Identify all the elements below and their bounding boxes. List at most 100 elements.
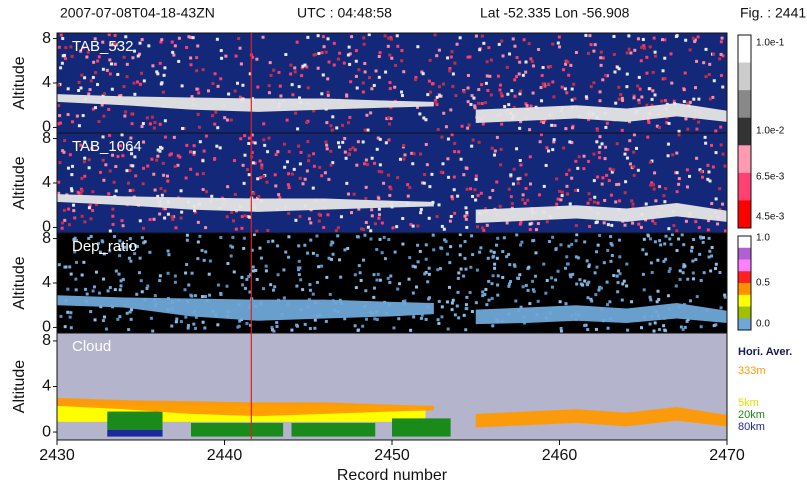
speckle bbox=[398, 157, 402, 161]
speckle bbox=[585, 259, 589, 263]
speckle bbox=[135, 80, 139, 84]
speckle bbox=[345, 181, 349, 185]
speckle bbox=[473, 106, 477, 110]
speckle bbox=[675, 229, 679, 233]
speckle bbox=[348, 115, 352, 119]
speckle bbox=[707, 170, 711, 174]
speckle bbox=[471, 194, 475, 198]
speckle bbox=[661, 77, 665, 81]
colorbar-swatch bbox=[738, 247, 751, 260]
speckle bbox=[652, 187, 656, 191]
x-tick-label: 2470 bbox=[709, 447, 745, 464]
speckle bbox=[189, 150, 193, 154]
speckle bbox=[641, 248, 645, 252]
speckle bbox=[320, 92, 324, 96]
speckle bbox=[649, 183, 653, 187]
speckle bbox=[632, 96, 636, 100]
speckle bbox=[158, 122, 162, 126]
speckle bbox=[241, 283, 245, 287]
speckle bbox=[720, 36, 724, 40]
speckle bbox=[605, 173, 609, 177]
speckle bbox=[437, 85, 441, 89]
speckle bbox=[599, 286, 603, 290]
speckle bbox=[466, 55, 470, 59]
speckle bbox=[721, 54, 725, 58]
speckle bbox=[173, 44, 177, 48]
y-tick-label: 8 bbox=[42, 230, 51, 247]
speckle bbox=[468, 55, 472, 59]
speckle bbox=[208, 259, 212, 263]
speckle bbox=[458, 244, 462, 248]
speckle bbox=[440, 135, 444, 139]
speckle bbox=[189, 167, 193, 171]
speckle bbox=[520, 240, 524, 244]
speckle bbox=[327, 256, 331, 260]
speckle bbox=[282, 268, 286, 272]
speckle bbox=[668, 267, 672, 271]
speckle bbox=[394, 63, 398, 67]
cloud-layer bbox=[57, 194, 727, 223]
speckle bbox=[626, 148, 630, 152]
speckle bbox=[133, 92, 137, 96]
speckle bbox=[641, 272, 645, 276]
speckle bbox=[533, 274, 537, 278]
speckle bbox=[419, 152, 423, 156]
speckle bbox=[354, 286, 358, 290]
speckle bbox=[570, 98, 574, 102]
speckle bbox=[570, 141, 574, 145]
speckle bbox=[469, 187, 473, 191]
speckle bbox=[219, 292, 223, 296]
speckle bbox=[442, 227, 446, 231]
speckle bbox=[446, 157, 450, 161]
speckle bbox=[663, 328, 667, 332]
speckle bbox=[457, 271, 461, 275]
speckle bbox=[67, 207, 71, 211]
speckle bbox=[664, 187, 668, 191]
speckle bbox=[290, 172, 294, 176]
speckle bbox=[514, 299, 518, 303]
speckle bbox=[615, 65, 619, 69]
speckle bbox=[285, 118, 289, 122]
speckle bbox=[505, 65, 509, 69]
speckle bbox=[161, 161, 165, 165]
speckle bbox=[380, 251, 384, 255]
speckle bbox=[152, 217, 156, 221]
speckle bbox=[424, 142, 428, 146]
speckle bbox=[495, 180, 499, 184]
speckle bbox=[522, 38, 526, 42]
speckle bbox=[297, 85, 301, 89]
speckle bbox=[615, 274, 619, 278]
speckle bbox=[606, 303, 610, 307]
x-axis-label: Record number bbox=[337, 467, 448, 484]
speckle bbox=[272, 329, 276, 333]
speckle bbox=[261, 287, 265, 291]
speckle bbox=[66, 310, 70, 314]
speckle bbox=[584, 95, 588, 99]
speckle bbox=[551, 80, 555, 84]
speckle bbox=[140, 125, 144, 129]
speckle bbox=[234, 227, 238, 231]
speckle bbox=[675, 249, 679, 253]
speckle bbox=[264, 264, 268, 268]
speckle bbox=[105, 68, 109, 72]
speckle bbox=[277, 193, 281, 197]
speckle bbox=[348, 52, 352, 56]
speckle bbox=[208, 293, 212, 297]
speckle bbox=[130, 112, 134, 116]
speckle bbox=[593, 43, 597, 47]
speckle bbox=[84, 287, 88, 291]
speckle bbox=[66, 113, 70, 117]
speckle bbox=[500, 122, 504, 126]
speckle bbox=[148, 122, 152, 126]
colorbar-swatch bbox=[738, 294, 751, 307]
speckle bbox=[632, 150, 636, 154]
speckle bbox=[364, 197, 368, 201]
speckle bbox=[607, 179, 611, 183]
speckle bbox=[298, 176, 302, 180]
speckle bbox=[195, 87, 199, 91]
speckle bbox=[205, 190, 209, 194]
speckle bbox=[521, 198, 525, 202]
speckle bbox=[140, 38, 144, 42]
speckle bbox=[599, 56, 603, 60]
y-tick-label: 0 bbox=[42, 319, 51, 336]
